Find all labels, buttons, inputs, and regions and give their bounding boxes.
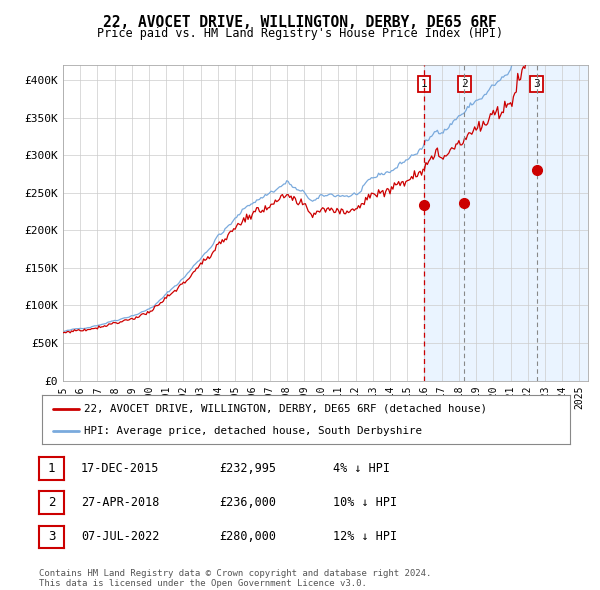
Text: 1: 1 (421, 79, 427, 89)
Text: 4% ↓ HPI: 4% ↓ HPI (333, 462, 390, 475)
Text: HPI: Average price, detached house, South Derbyshire: HPI: Average price, detached house, Sout… (84, 426, 422, 436)
Text: £280,000: £280,000 (219, 530, 276, 543)
Text: 27-APR-2018: 27-APR-2018 (81, 496, 160, 509)
Text: 22, AVOCET DRIVE, WILLINGTON, DERBY, DE65 6RF (detached house): 22, AVOCET DRIVE, WILLINGTON, DERBY, DE6… (84, 404, 487, 414)
Text: £232,995: £232,995 (219, 462, 276, 475)
Text: 12% ↓ HPI: 12% ↓ HPI (333, 530, 397, 543)
Text: 22, AVOCET DRIVE, WILLINGTON, DERBY, DE65 6RF: 22, AVOCET DRIVE, WILLINGTON, DERBY, DE6… (103, 15, 497, 30)
Text: Price paid vs. HM Land Registry's House Price Index (HPI): Price paid vs. HM Land Registry's House … (97, 27, 503, 40)
Text: 1: 1 (48, 462, 55, 475)
Text: 10% ↓ HPI: 10% ↓ HPI (333, 496, 397, 509)
Text: 17-DEC-2015: 17-DEC-2015 (81, 462, 160, 475)
Text: 2: 2 (461, 79, 468, 89)
Bar (424, 65, 600, 381)
Text: 3: 3 (48, 530, 55, 543)
Text: 07-JUL-2022: 07-JUL-2022 (81, 530, 160, 543)
Text: £236,000: £236,000 (219, 496, 276, 509)
Text: 3: 3 (533, 79, 540, 89)
Text: Contains HM Land Registry data © Crown copyright and database right 2024.
This d: Contains HM Land Registry data © Crown c… (39, 569, 431, 588)
Text: 2: 2 (48, 496, 55, 509)
